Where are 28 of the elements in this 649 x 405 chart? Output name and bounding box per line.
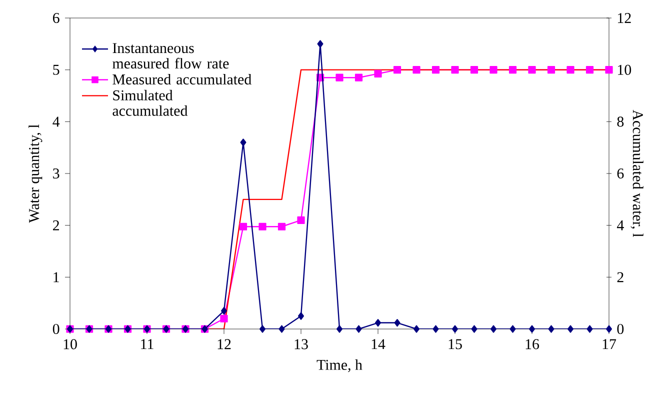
y-axis-title: Water quantity, l [28,124,42,223]
y2-tick-label: 8 [617,116,624,127]
x-tick-label: 17 [602,339,616,350]
x-axis-title: Time, h [316,359,362,372]
y2-axis-title: Accumulated water, l [630,110,644,237]
y-tick-label: 0 [52,324,60,334]
y-tick-label: 3 [53,168,60,179]
x-tick-label: 12 [218,339,231,350]
y2-tick-label: 2 [617,272,624,282]
x-tick-label: 16 [526,339,540,350]
legend-label: Simulated accumulated [112,90,188,116]
y-tick-label: 2 [53,220,59,230]
x-tick-label: 10 [64,339,77,350]
legend-label: Instantaneous measured flow rate [112,43,229,69]
y2-tick-label: 10 [618,64,632,75]
legend-label: Measured accumulated [112,74,252,84]
x-tick-label: 13 [294,339,308,350]
y-tick-label: 6 [52,12,60,24]
x-tick-label: 14 [372,339,386,350]
x-tick-label: 15 [448,339,462,350]
y2-tick-label: 12 [618,13,631,23]
y2-tick-label: 0 [617,324,624,334]
x-tick-label: 11 [141,339,154,350]
y2-tick-label: 6 [617,168,624,179]
y2-tick-label: 4 [616,220,624,230]
y-tick-label: 5 [53,64,60,75]
y-tick-label: 4 [52,116,60,127]
y-tick-label: 1 [54,272,59,282]
